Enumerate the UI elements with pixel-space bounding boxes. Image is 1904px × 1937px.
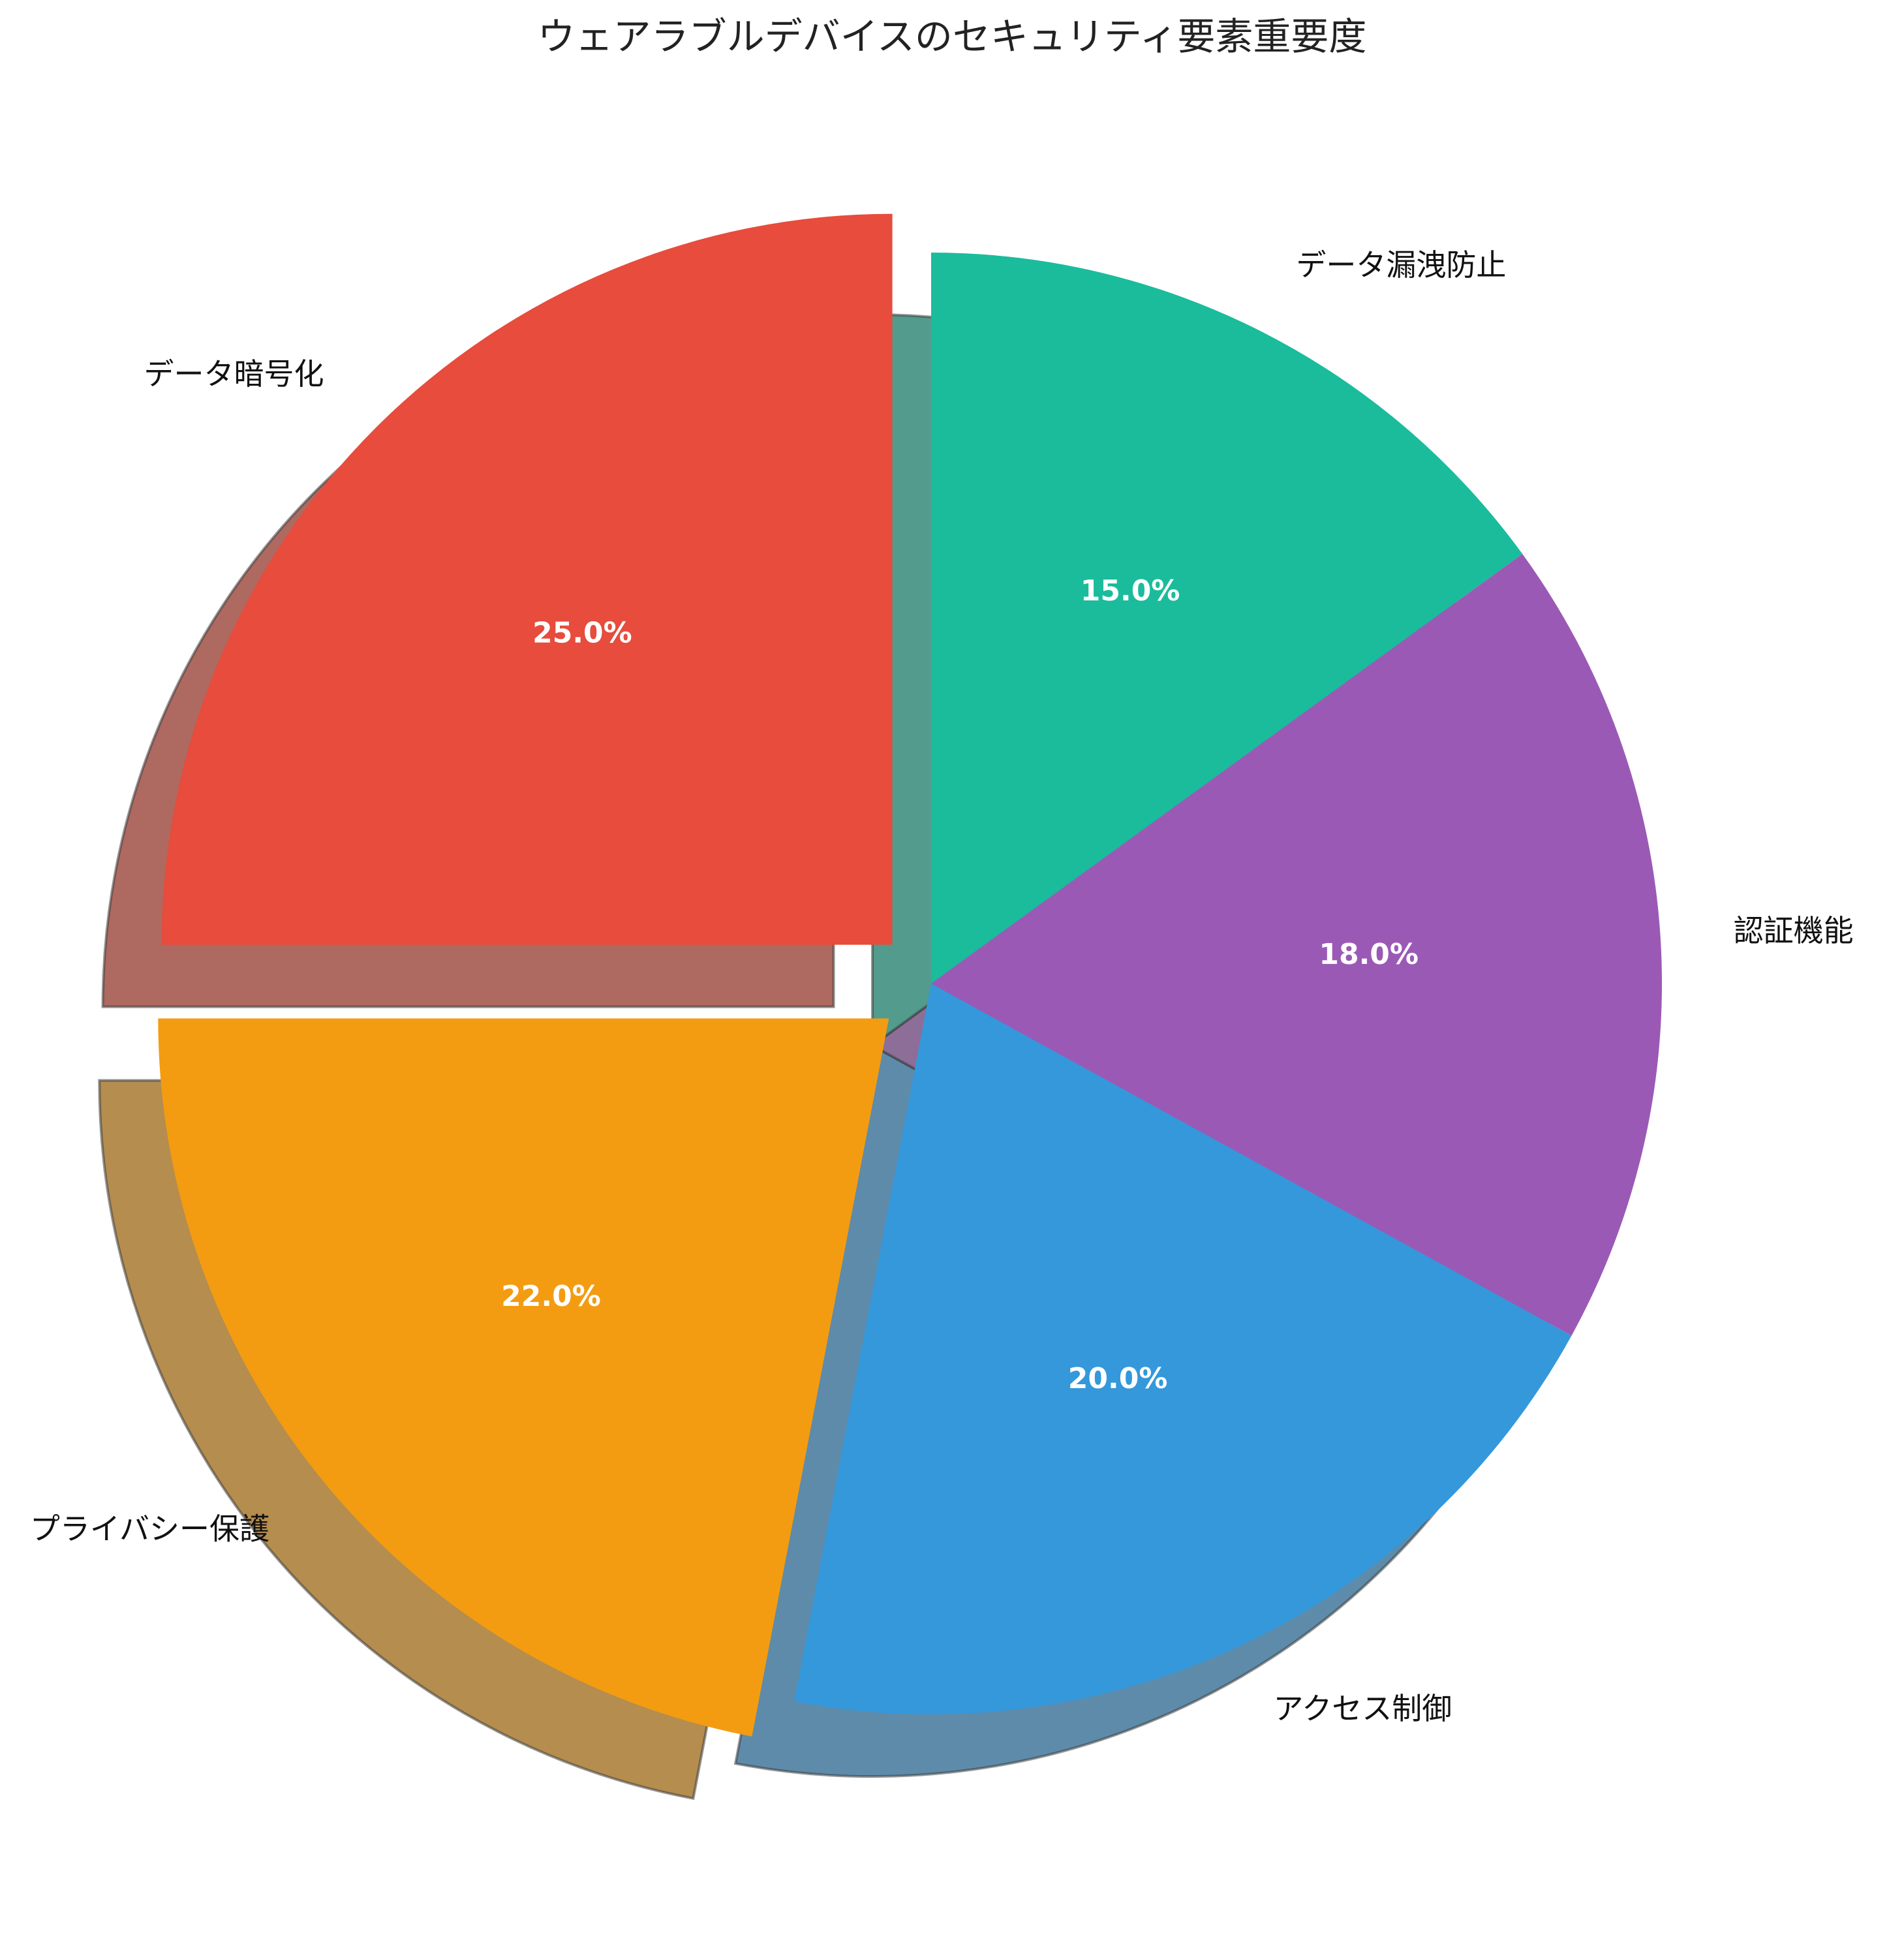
slice-1-wedge bbox=[161, 213, 893, 945]
chart-title: ウェアラブルデバイスのセキュリティ要素重要度 bbox=[538, 14, 1367, 59]
slice-3-percent-label: 20.0% bbox=[1068, 1362, 1168, 1395]
slice-1-category-label: データ暗号化 bbox=[144, 356, 324, 392]
slice-5-wedge bbox=[931, 253, 1523, 984]
slice-1-percent-label: 25.0% bbox=[532, 616, 632, 649]
label-layer: データ暗号化 25.0% プライバシー保護 22.0% アクセス制御 20.0% 認証機能 1… bbox=[30, 247, 1854, 1726]
slice-5-percent-label: 15.0% bbox=[1081, 574, 1180, 608]
slice-5-category-label: データ漏洩防止 bbox=[1296, 247, 1506, 283]
slice-3-category-label: アクセス制御 bbox=[1274, 1691, 1452, 1726]
slice-layer bbox=[158, 213, 1662, 1737]
slice-2-category-label: プライバシー保護 bbox=[30, 1511, 269, 1546]
slice-4-category-label: 認証機能 bbox=[1734, 913, 1854, 948]
slice-2-wedge bbox=[158, 1018, 889, 1737]
slice-4-percent-label: 18.0% bbox=[1319, 938, 1419, 971]
slice-2-percent-label: 22.0% bbox=[501, 1280, 601, 1313]
slice-3-wedge bbox=[794, 984, 1572, 1714]
slice-4-wedge bbox=[931, 553, 1662, 1336]
